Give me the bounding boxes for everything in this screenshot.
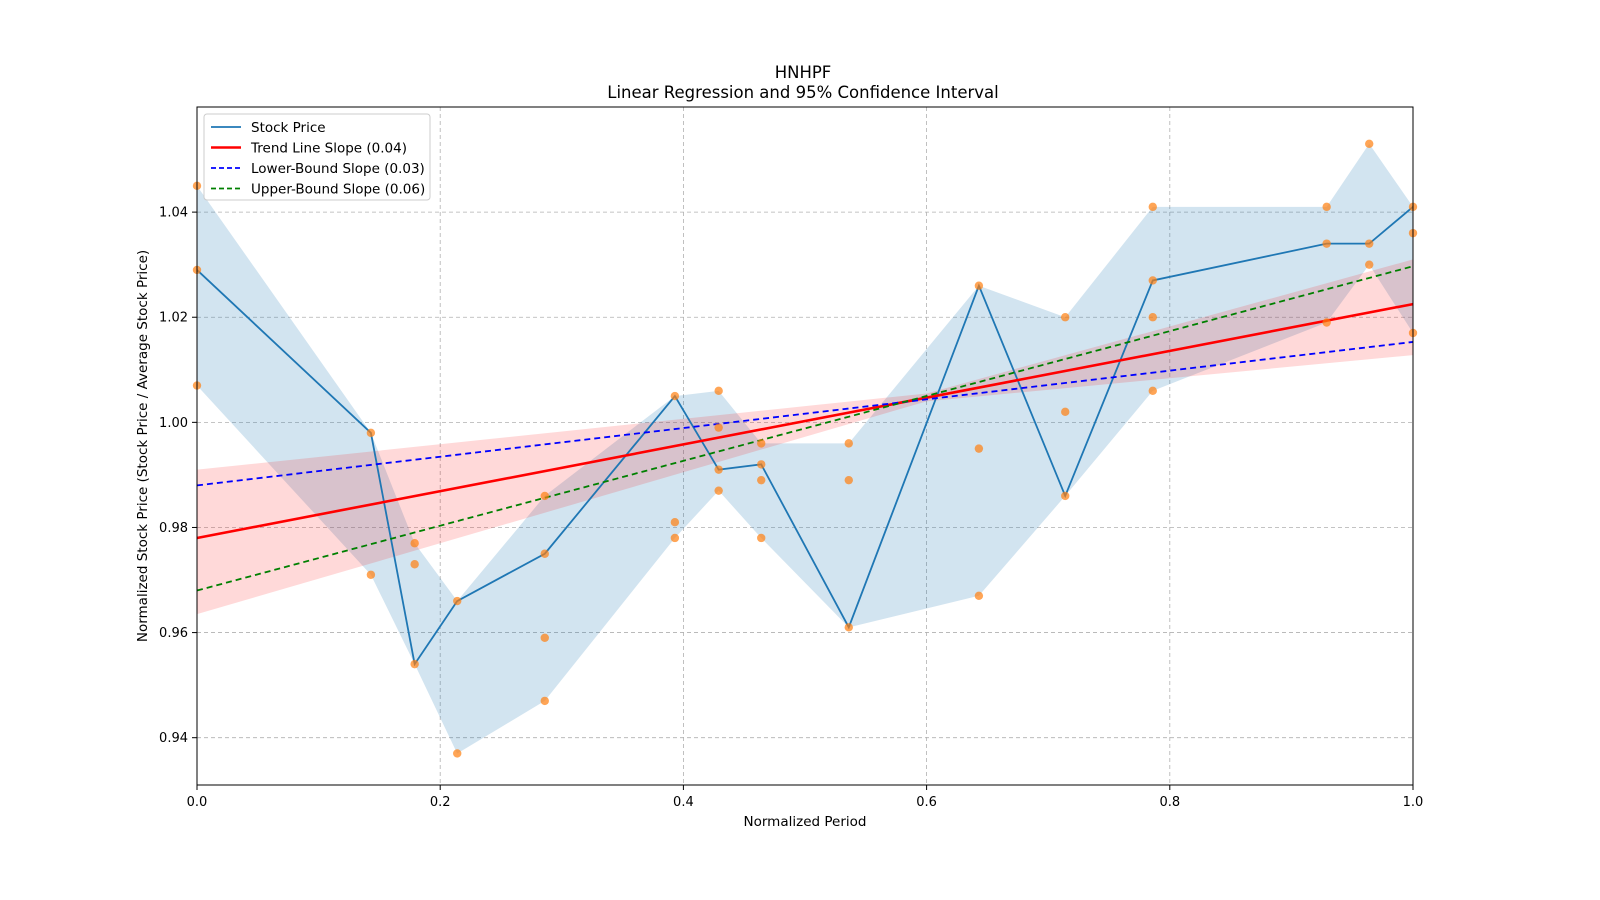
x-tick-label: 0.2: [430, 795, 451, 810]
trend-line: [196, 302, 1414, 540]
grid-lines: [197, 107, 1413, 785]
scatter-point: [540, 549, 549, 558]
x-tick-label: 0.0: [187, 795, 208, 810]
scatter-point: [844, 475, 853, 485]
y-tick-label: 0.96: [159, 626, 188, 641]
legend: Stock Price Trend Line Slope (0.04) Lower-…: [203, 113, 431, 201]
scatter-point: [1365, 139, 1374, 148]
scatter-point: [714, 465, 723, 474]
x-tick-label: 1.0: [1403, 795, 1424, 810]
x-axis: 0.0 0.2 0.4 0.6 0.8 1.0: [187, 785, 1424, 810]
x-tick-label: 0.8: [1159, 795, 1180, 810]
x-axis-label: Normalized Period: [744, 814, 867, 830]
legend-entry: Trend Line Slope (0.04): [250, 141, 407, 157]
chart-subtitle: Linear Regression and 95% Confidence Int…: [607, 83, 998, 102]
scatter-point: [1365, 239, 1374, 248]
y-tick-label: 1.00: [159, 416, 188, 431]
stock-confidence-band: [197, 143, 1413, 754]
scatter-point: [410, 659, 419, 669]
scatter-point: [1148, 202, 1157, 212]
scatter-point: [410, 560, 419, 569]
scatter-point: [540, 491, 549, 501]
y-tick-label: 1.02: [159, 311, 188, 326]
legend-entry: Lower-Bound Slope (0.03): [251, 161, 425, 177]
scatter-point: [1061, 491, 1070, 501]
scatter-point: [1061, 313, 1070, 322]
scatter-point: [714, 386, 723, 396]
scatter-point: [366, 570, 376, 579]
scatter-point: [670, 533, 680, 543]
scatter-point: [974, 444, 984, 453]
scatter-point: [1061, 407, 1070, 417]
y-axis-label: Normalized Stock Price (Stock Price / Av…: [135, 250, 151, 642]
scatter-point: [1365, 260, 1374, 269]
scatter-point: [453, 749, 462, 758]
scatter-point: [1148, 276, 1157, 285]
lower-bound-line: [196, 341, 1414, 487]
scatter-point: [540, 633, 549, 643]
x-tick-label: 0.4: [673, 795, 694, 810]
plot-frame: [196, 106, 1414, 786]
y-tick-label: 0.98: [159, 521, 188, 536]
scatter-point: [757, 460, 766, 469]
scatter-point: [757, 439, 766, 448]
y-tick-label: 1.04: [159, 206, 188, 221]
scatter-point: [410, 539, 419, 548]
chart-title: HNHPF: [775, 63, 832, 82]
scatter-point: [757, 533, 766, 543]
scatter-point: [1322, 239, 1331, 248]
scatter-point: [974, 591, 984, 600]
scatter-point: [844, 439, 853, 448]
scatter-point: [540, 696, 549, 706]
scatter-point: [714, 423, 723, 432]
scatter-point: [670, 518, 680, 527]
scatter-point: [453, 596, 462, 606]
scatter-point: [757, 475, 766, 485]
y-axis: 0.94 0.96 0.98 1.00 1.02 1.04: [159, 206, 197, 746]
scatter-point: [670, 391, 680, 401]
y-tick-label: 0.94: [159, 731, 188, 746]
scatter-point: [1148, 386, 1157, 396]
scatter-point: [714, 486, 723, 495]
scatter-point: [1322, 318, 1331, 327]
scatter-point: [844, 623, 853, 632]
x-tick-label: 0.6: [916, 795, 937, 810]
scatter-point: [1322, 202, 1331, 212]
scatter-point: [1148, 313, 1157, 322]
scatter-point: [974, 281, 984, 290]
scatter-points: [192, 139, 1418, 758]
legend-entry: Upper-Bound Slope (0.06): [251, 182, 425, 198]
legend-box: [203, 113, 431, 201]
scatter-point: [366, 428, 376, 438]
legend-entry: Stock Price: [251, 120, 326, 136]
